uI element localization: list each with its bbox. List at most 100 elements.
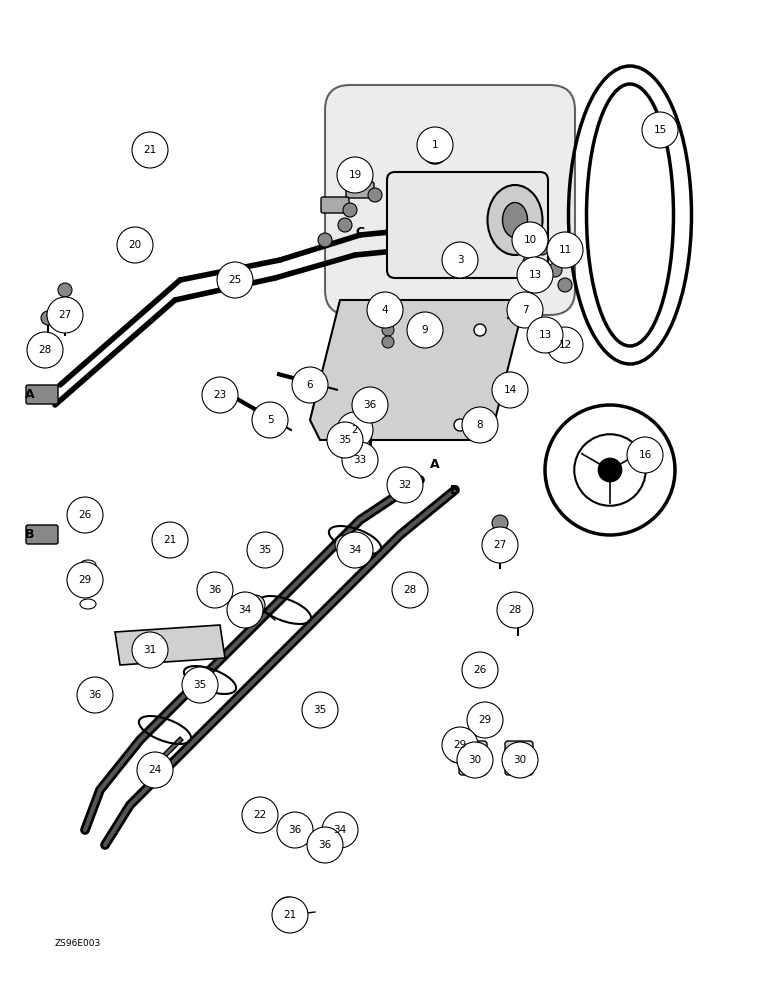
Text: 34: 34 — [239, 605, 252, 615]
Text: B: B — [450, 484, 460, 497]
Circle shape — [202, 377, 238, 413]
Circle shape — [86, 683, 104, 701]
Text: 23: 23 — [213, 390, 227, 400]
Text: 25: 25 — [229, 275, 242, 285]
Circle shape — [322, 812, 358, 848]
Text: 24: 24 — [148, 765, 161, 775]
Text: 27: 27 — [59, 310, 72, 320]
Circle shape — [364, 393, 382, 411]
Circle shape — [227, 592, 263, 628]
Circle shape — [367, 292, 403, 328]
Circle shape — [368, 188, 382, 202]
Text: 3: 3 — [457, 255, 463, 265]
Text: 10: 10 — [523, 235, 537, 245]
Text: 36: 36 — [88, 690, 102, 700]
Text: 36: 36 — [364, 400, 377, 410]
Circle shape — [245, 595, 265, 615]
Circle shape — [41, 311, 55, 325]
Circle shape — [360, 397, 380, 417]
Ellipse shape — [80, 560, 96, 570]
Circle shape — [382, 312, 394, 324]
Text: 26: 26 — [473, 665, 486, 675]
Circle shape — [642, 112, 678, 148]
Circle shape — [217, 262, 253, 298]
Text: 27: 27 — [493, 540, 506, 550]
Text: 5: 5 — [266, 415, 273, 425]
Text: 11: 11 — [558, 245, 571, 255]
Text: 29: 29 — [479, 715, 492, 725]
Circle shape — [407, 312, 443, 348]
Circle shape — [382, 324, 394, 336]
Circle shape — [627, 437, 663, 473]
Ellipse shape — [503, 202, 527, 237]
Circle shape — [442, 242, 478, 278]
Circle shape — [423, 140, 447, 164]
Circle shape — [462, 407, 498, 443]
Circle shape — [302, 692, 338, 728]
Ellipse shape — [487, 185, 543, 255]
Circle shape — [598, 458, 621, 482]
Circle shape — [457, 742, 493, 778]
Text: 29: 29 — [453, 740, 466, 750]
Text: 28: 28 — [404, 585, 417, 595]
Ellipse shape — [80, 507, 96, 517]
Text: 32: 32 — [398, 480, 411, 490]
FancyBboxPatch shape — [26, 525, 58, 544]
Circle shape — [417, 127, 453, 163]
Polygon shape — [115, 625, 225, 665]
Circle shape — [392, 572, 428, 608]
Text: 30: 30 — [469, 755, 482, 765]
FancyBboxPatch shape — [325, 85, 575, 315]
Circle shape — [382, 336, 394, 348]
Circle shape — [152, 522, 188, 558]
FancyBboxPatch shape — [321, 197, 349, 213]
Circle shape — [182, 667, 218, 703]
Circle shape — [252, 402, 288, 438]
Text: 9: 9 — [422, 325, 428, 335]
Circle shape — [337, 157, 373, 193]
Text: 21: 21 — [283, 910, 296, 920]
Text: 34: 34 — [348, 545, 361, 555]
Text: 13: 13 — [538, 330, 552, 340]
Circle shape — [344, 414, 356, 426]
Text: 35: 35 — [338, 435, 351, 445]
Text: 15: 15 — [653, 125, 667, 135]
Text: 36: 36 — [289, 825, 302, 835]
Text: ZS96E003: ZS96E003 — [55, 939, 101, 948]
Text: 33: 33 — [354, 455, 367, 465]
Circle shape — [78, 502, 98, 522]
Text: 6: 6 — [306, 380, 313, 390]
Text: 35: 35 — [193, 680, 207, 690]
Circle shape — [253, 539, 271, 557]
FancyBboxPatch shape — [387, 172, 548, 278]
Circle shape — [523, 255, 537, 269]
Circle shape — [132, 132, 168, 168]
Circle shape — [497, 592, 533, 628]
Circle shape — [337, 412, 373, 448]
FancyBboxPatch shape — [26, 385, 58, 404]
Text: 21: 21 — [164, 535, 177, 545]
Ellipse shape — [80, 586, 96, 596]
Text: 8: 8 — [476, 420, 483, 430]
Text: 19: 19 — [348, 170, 361, 180]
Text: A: A — [430, 458, 440, 472]
Circle shape — [505, 600, 525, 620]
Circle shape — [77, 677, 113, 713]
Circle shape — [548, 263, 562, 277]
Circle shape — [523, 228, 537, 242]
Text: 4: 4 — [381, 305, 388, 315]
Circle shape — [547, 232, 583, 268]
Circle shape — [348, 450, 372, 474]
Text: 35: 35 — [259, 545, 272, 555]
Text: 16: 16 — [638, 450, 652, 460]
Circle shape — [502, 742, 538, 778]
Circle shape — [47, 297, 83, 333]
Circle shape — [512, 222, 548, 258]
Circle shape — [402, 580, 422, 600]
Polygon shape — [310, 300, 520, 440]
Ellipse shape — [474, 667, 490, 677]
Text: B: B — [25, 528, 35, 541]
Circle shape — [334, 429, 352, 447]
Text: 35: 35 — [313, 705, 327, 715]
Circle shape — [117, 227, 153, 263]
